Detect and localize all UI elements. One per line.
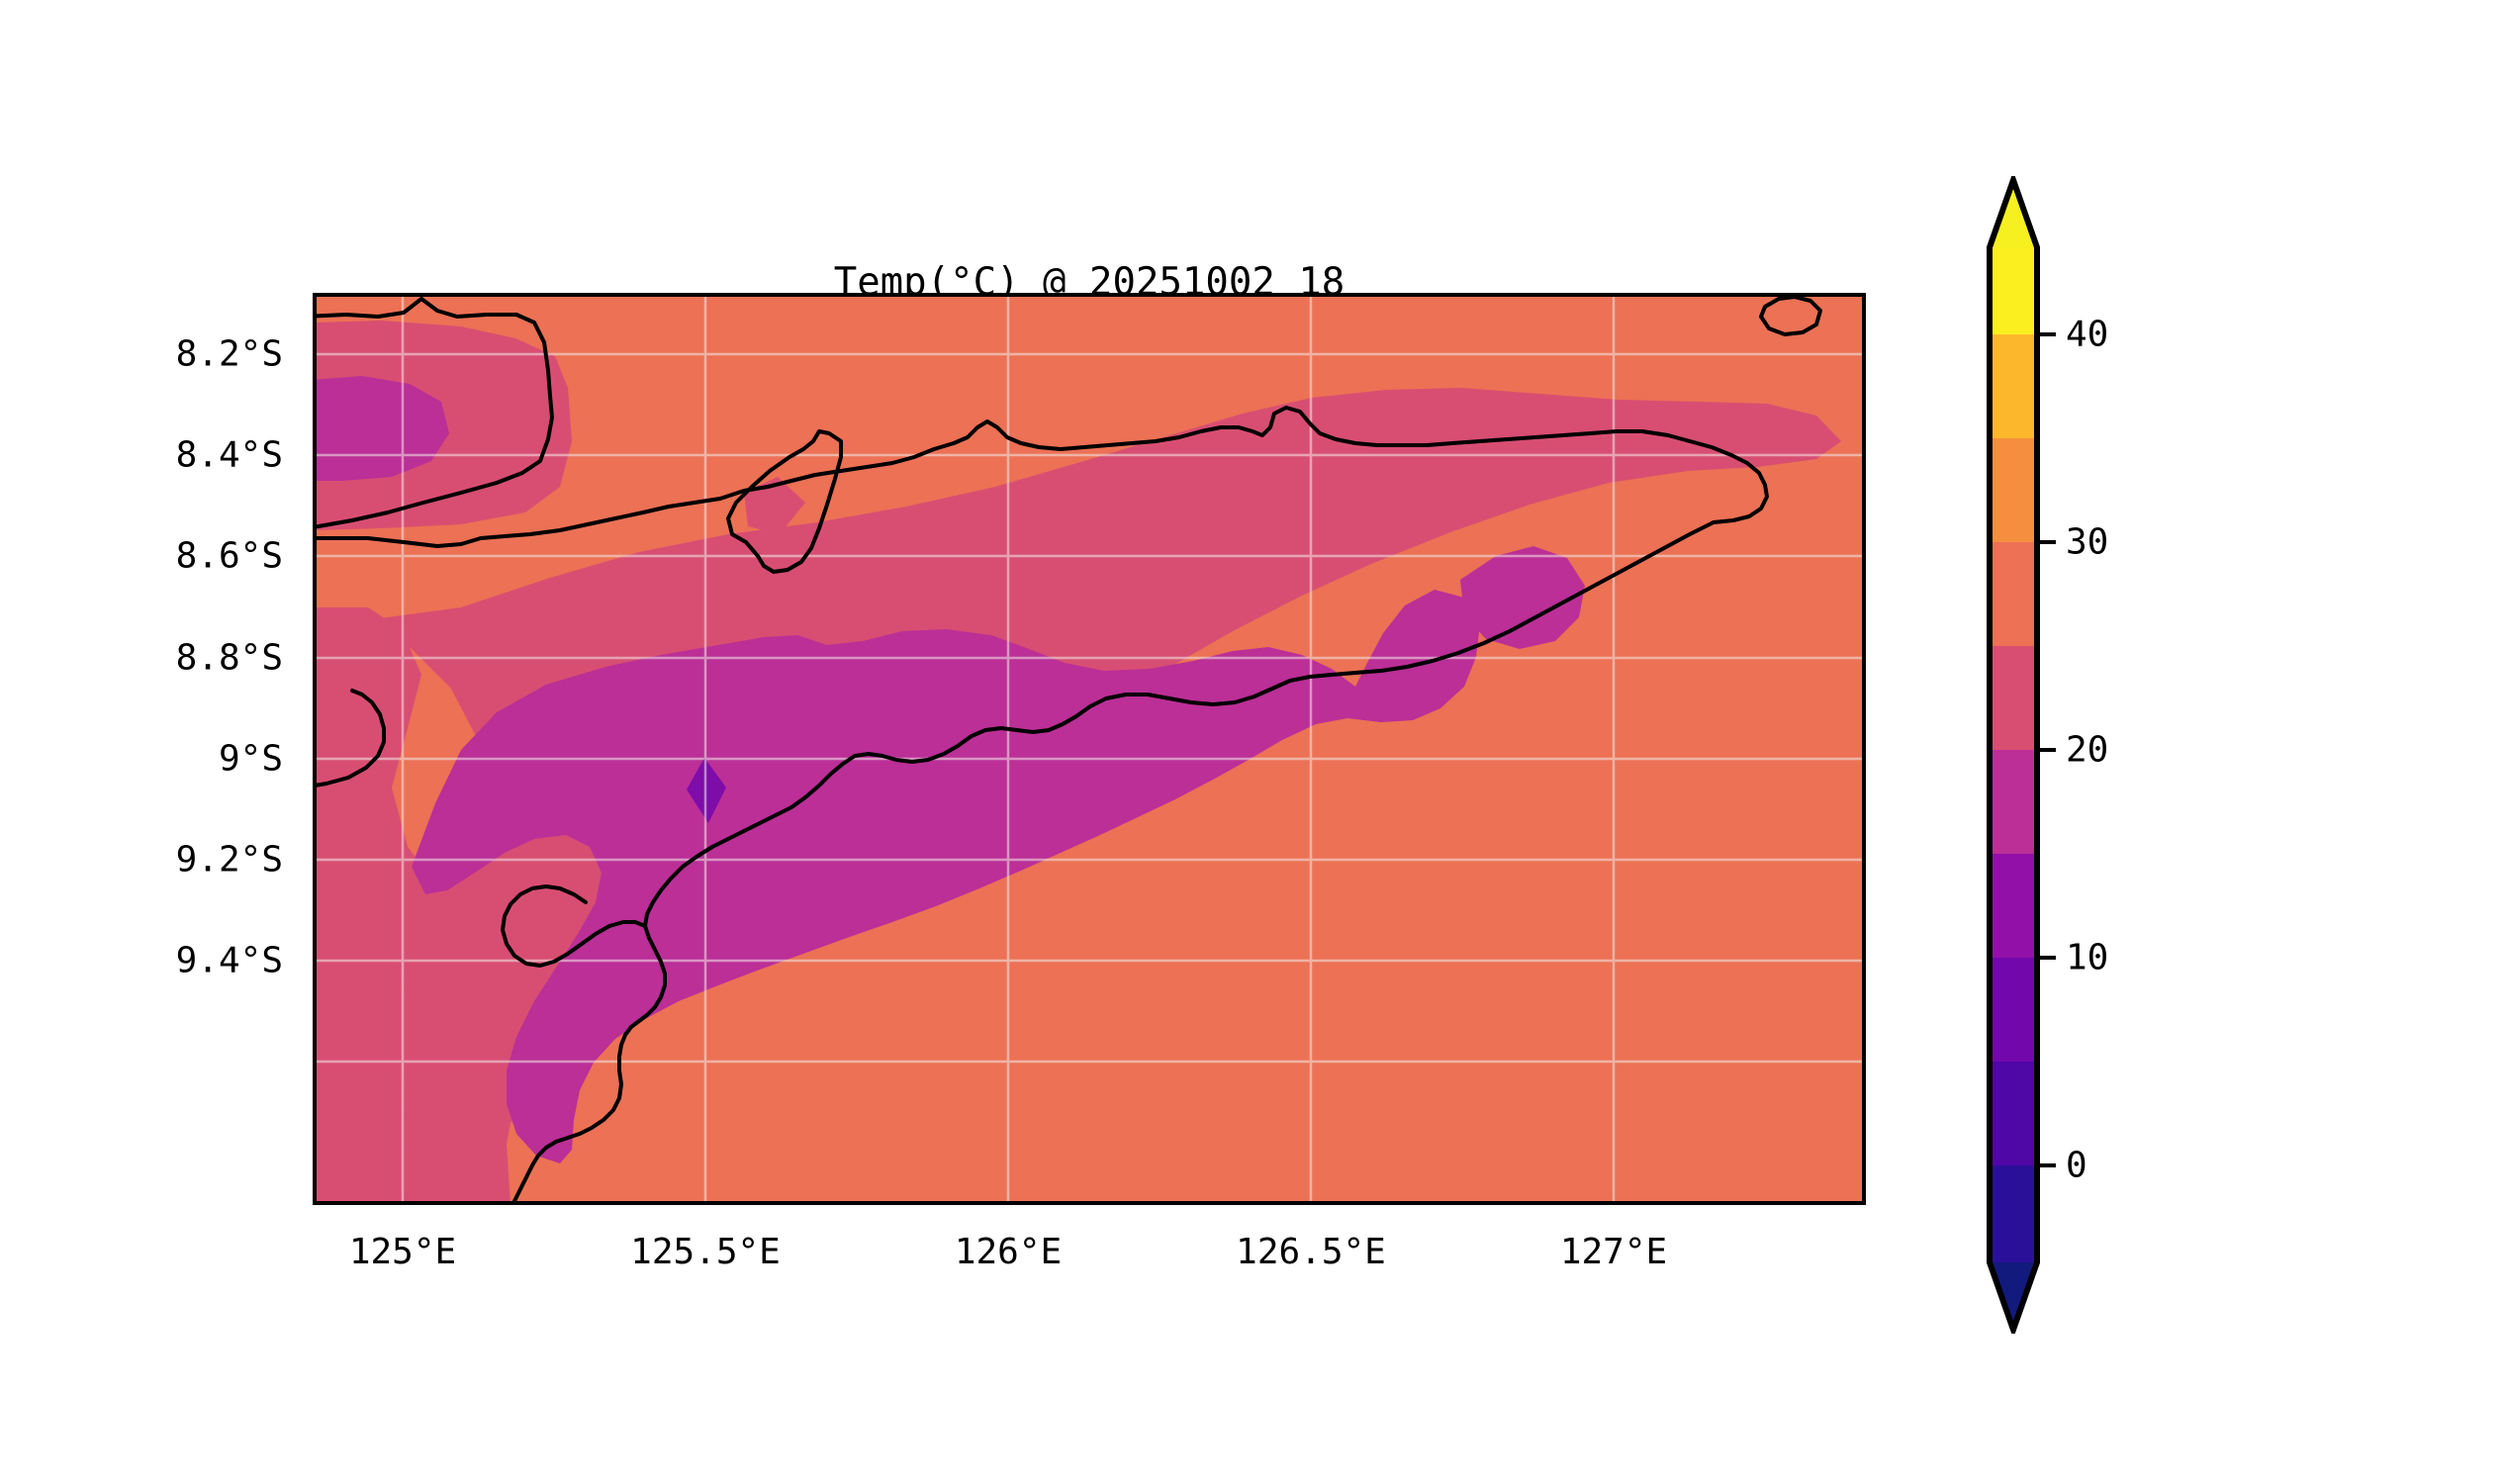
ytick-label-8.6S: 8.6°S — [175, 535, 283, 577]
map-gridlines — [317, 297, 1862, 1201]
colorbar-band-35-40 — [1990, 334, 2037, 438]
ytick-label-8.2S: 8.2°S — [175, 333, 283, 375]
contour-map — [317, 297, 1862, 1201]
colorbar-extend-top — [1990, 180, 2037, 247]
colorbar-band-5-10 — [1990, 958, 2037, 1062]
ytick-label-9.2S: 9.2°S — [175, 839, 283, 881]
colorbar-tickmark-30 — [2040, 540, 2056, 544]
colorbar-outline — [1987, 176, 2040, 1334]
ytick-label-9S: 9°S — [218, 738, 283, 780]
xtick-label-125.5E: 125.5°E — [630, 1232, 781, 1272]
ytick-label-9.4S: 9.4°S — [175, 940, 283, 981]
colorbar-band--5-0 — [1990, 1165, 2037, 1262]
ytick-label-8.4S: 8.4°S — [175, 434, 283, 476]
colorbar-label-10: 10 — [2066, 937, 2109, 978]
colorbar-band-30-35 — [1990, 438, 2037, 542]
colorbar-band-25-30 — [1990, 542, 2037, 646]
colorbar-band-15-20 — [1990, 750, 2037, 854]
colorbar-label-0: 0 — [2066, 1145, 2087, 1186]
colorbar-band-20-25 — [1990, 646, 2037, 750]
colorbar-label-40: 40 — [2066, 314, 2109, 355]
colorbar-tickmark-40 — [2040, 332, 2056, 336]
colorbar-band-10-15 — [1990, 854, 2037, 958]
colorbar-label-20: 20 — [2066, 729, 2109, 771]
colorbar-tickmark-0 — [2040, 1163, 2056, 1167]
coastline-layer — [317, 297, 1822, 1201]
colorbar[interactable] — [1987, 176, 2040, 1334]
xtick-label-127E: 127°E — [1559, 1232, 1668, 1272]
colorbar-extend-bottom — [1990, 1262, 2037, 1330]
ytick-label-8.8S: 8.8°S — [175, 637, 283, 679]
colorbar-band-40-45 — [1990, 247, 2037, 334]
colorbar-tickmark-20 — [2040, 748, 2056, 752]
colorbar-label-30: 30 — [2066, 521, 2109, 563]
map-plot-area[interactable] — [313, 293, 1866, 1205]
colorbar-band-0-5 — [1990, 1062, 2037, 1165]
xtick-label-126E: 126°E — [954, 1232, 1063, 1272]
colorbar-tickmark-10 — [2040, 956, 2056, 960]
colorbar-gradient — [1987, 176, 2040, 1334]
xtick-label-125E: 125°E — [348, 1232, 457, 1272]
xtick-label-126.5E: 126.5°E — [1236, 1232, 1386, 1272]
